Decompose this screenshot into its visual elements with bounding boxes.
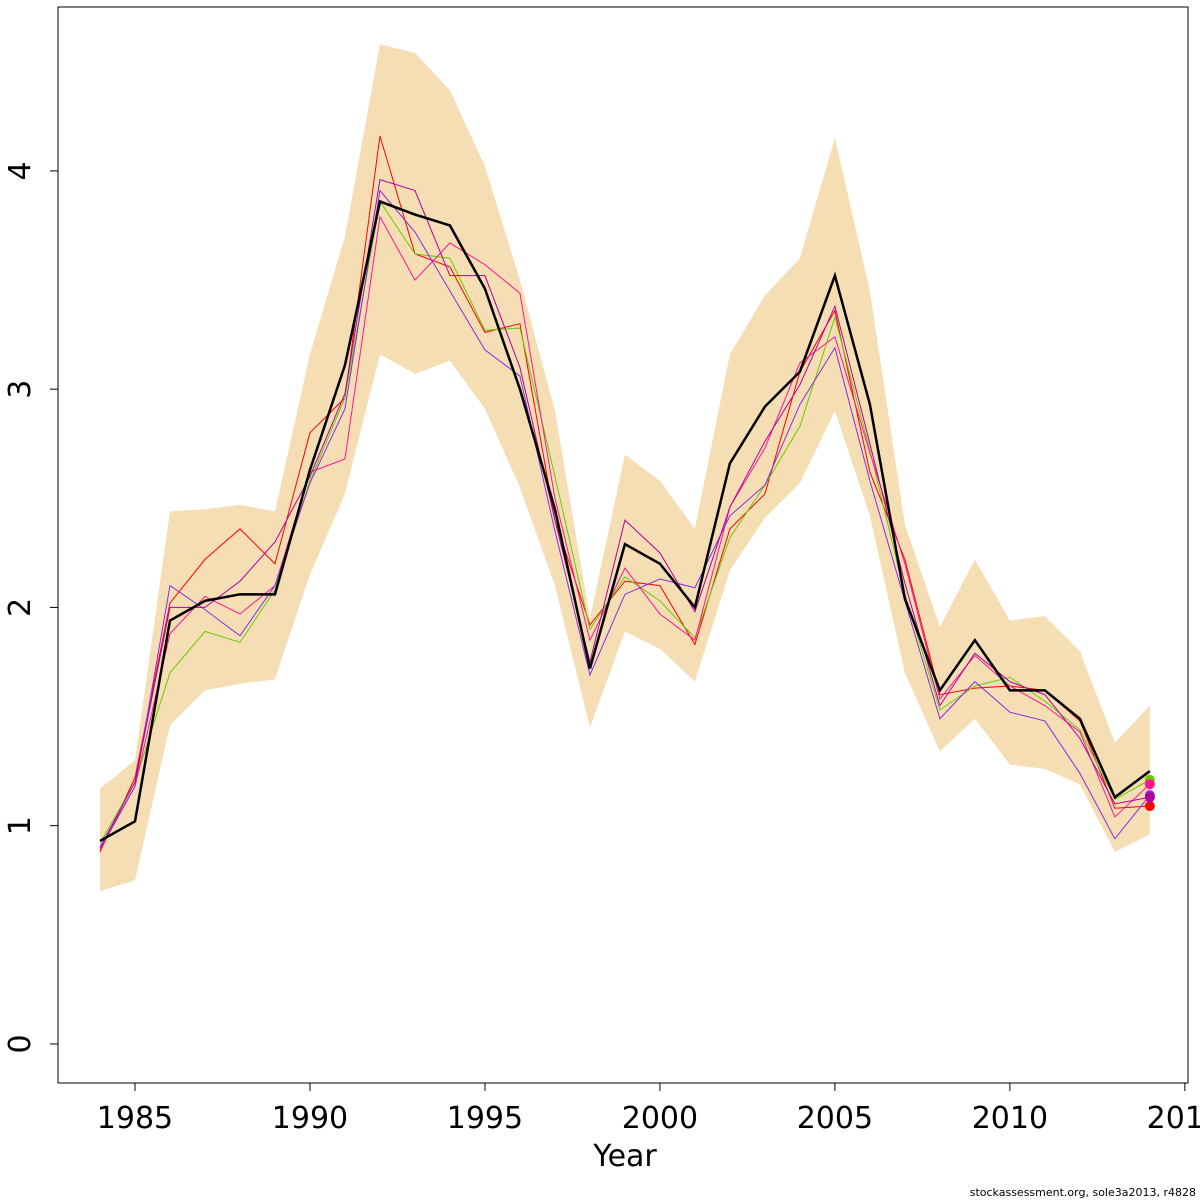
x-tick-label: 2005 [797,1101,873,1136]
end-marker [1144,779,1155,790]
y-tick-label: 3 [3,380,38,399]
end-marker [1144,801,1155,812]
footnote: stockassessment.org, sole3a2013, r4828 [970,1186,1196,1199]
x-tick-label: 2015 [1147,1101,1200,1136]
y-tick-label: 1 [3,816,38,835]
y-tick-label: 0 [3,1034,38,1053]
plot-frame [57,6,1189,1084]
y-tick-label: 4 [3,161,38,180]
end-marker [1144,792,1155,803]
x-tick-label: 1995 [447,1101,523,1136]
x-tick-label: 2000 [622,1101,698,1136]
x-tick-label: 1990 [272,1101,348,1136]
series-line [99,178,1150,848]
series-line [99,135,1150,853]
x-tick-label: 1985 [97,1101,173,1136]
series-line [99,199,1151,843]
confidence-band [99,44,1150,892]
x-tick-label: 2010 [972,1101,1048,1136]
y-tick-label: 2 [3,598,38,617]
series-line [99,189,1151,850]
x-axis-label: Year [592,1139,657,1174]
